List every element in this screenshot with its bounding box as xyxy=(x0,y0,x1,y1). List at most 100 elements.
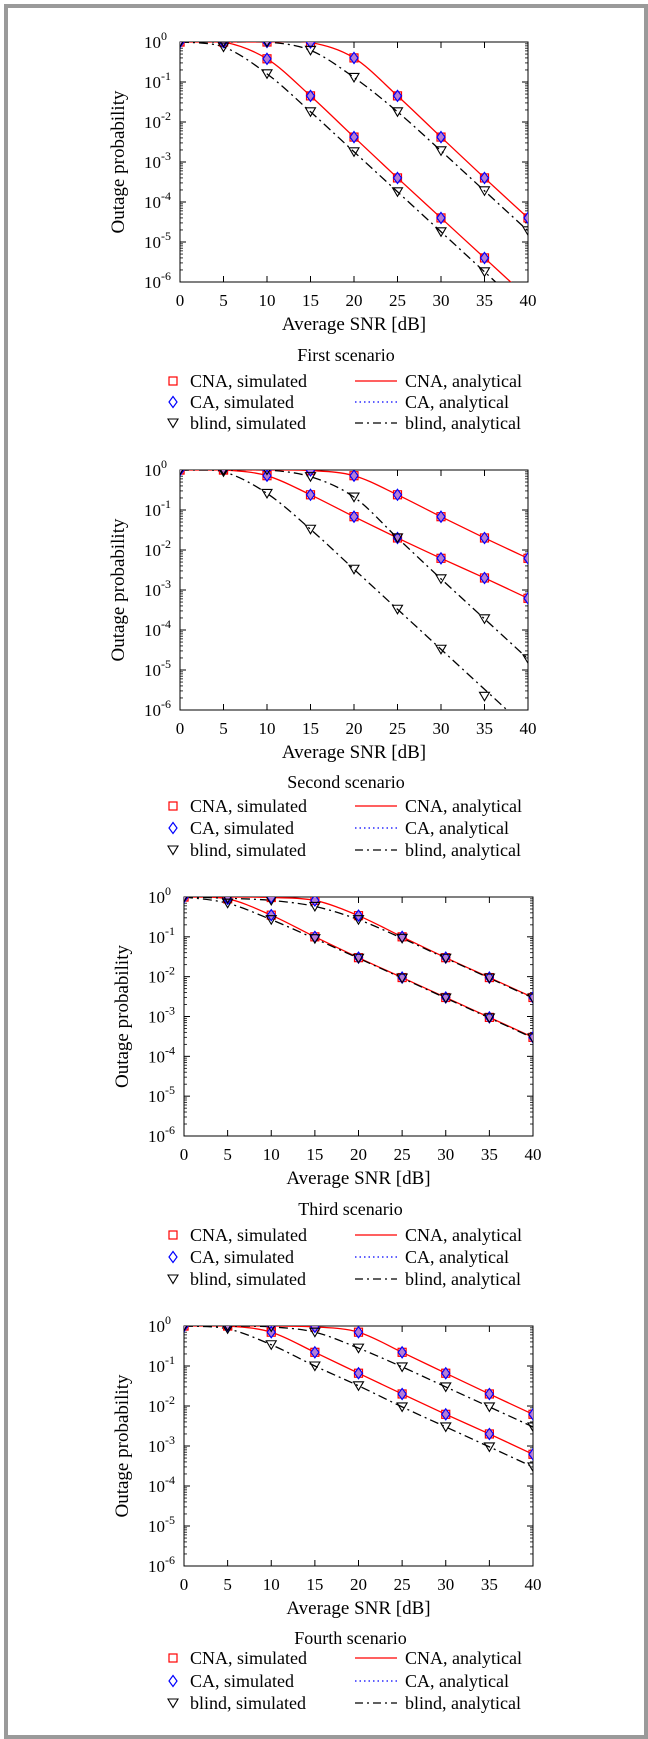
x-tick-label: 40 xyxy=(520,291,537,310)
data-point-ca-simulated xyxy=(349,51,359,65)
x-tick-label: 35 xyxy=(481,1145,498,1164)
legend-marker-blind xyxy=(167,418,179,429)
series-line-blind-upper xyxy=(184,1326,533,1428)
data-point-ca-simulated xyxy=(397,1345,407,1359)
y-tick-label: 10-2 xyxy=(144,109,171,132)
data-layer xyxy=(180,470,528,710)
data-point-ca-simulated xyxy=(184,897,189,904)
data-point-blind-simulated xyxy=(304,524,317,535)
data-point-ca-simulated xyxy=(436,510,446,524)
x-tick-label: 15 xyxy=(302,719,319,738)
legend-label: blind, simulated xyxy=(190,1269,306,1289)
legend-marker-ca xyxy=(168,395,178,409)
data-point-blind-simulated xyxy=(217,42,230,53)
legend-marker-ca xyxy=(168,1674,178,1688)
data-point-blind-simulated xyxy=(527,1033,533,1044)
data-point-blind-simulated xyxy=(522,654,528,665)
data-point-blind-simulated xyxy=(352,1381,365,1392)
legend-label: CA, analytical xyxy=(405,392,509,412)
data-point-blind-simulated xyxy=(308,901,321,913)
series-line-blind-lower xyxy=(180,470,509,710)
legend-label: blind, analytical xyxy=(405,840,521,860)
data-point-blind-simulated xyxy=(439,1422,452,1433)
y-tick-label: 10-3 xyxy=(148,1004,175,1027)
legend-marker-blind xyxy=(167,1698,179,1709)
data-layer xyxy=(184,1326,533,1473)
x-tick-label: 35 xyxy=(476,719,493,738)
data-point-blind-simulated xyxy=(265,897,277,907)
legend-label: CA, simulated xyxy=(190,818,294,838)
x-tick-label: 20 xyxy=(350,1575,367,1594)
x-tick-label: 25 xyxy=(394,1575,411,1594)
data-point-blind-simulated xyxy=(180,470,184,476)
y-tick-label: 10-6 xyxy=(144,697,171,720)
x-tick-label: 15 xyxy=(302,291,319,310)
data-point-ca-simulated xyxy=(523,211,528,225)
y-tick-label: 10-2 xyxy=(148,1393,175,1416)
data-point-blind-simulated xyxy=(352,915,365,926)
y-axis-label: Outage probability xyxy=(112,1374,133,1517)
data-point-ca-simulated xyxy=(353,1366,364,1380)
x-tick-label: 0 xyxy=(180,1575,189,1594)
y-axis-label: Outage probability xyxy=(112,945,133,1088)
data-point-blind-simulated xyxy=(220,42,227,48)
x-tick-label: 5 xyxy=(219,719,228,738)
data-point-ca-simulated xyxy=(441,1407,451,1421)
data-layer xyxy=(180,42,528,282)
data-point-blind-simulated xyxy=(221,898,234,909)
legend-marker-ca xyxy=(168,821,178,835)
data-point-ca-simulated xyxy=(184,1326,189,1333)
data-point-blind-simulated xyxy=(261,488,273,499)
data-point-ca-simulated xyxy=(392,89,403,103)
x-axis-label: Average SNR [dB] xyxy=(282,314,426,335)
y-axis-label: Outage probability xyxy=(108,518,129,661)
plot-area xyxy=(183,896,534,1137)
data-point-blind-simulated xyxy=(223,897,232,904)
y-tick-label: 10-5 xyxy=(148,1083,175,1106)
data-point-blind-simulated xyxy=(304,107,317,118)
data-point-ca-simulated xyxy=(523,591,528,605)
data-point-blind-simulated xyxy=(308,1327,321,1338)
x-tick-label: 0 xyxy=(180,1145,189,1164)
data-point-blind-simulated xyxy=(267,1326,276,1333)
x-tick-label: 10 xyxy=(263,1145,280,1164)
data-point-blind-simulated xyxy=(348,147,360,158)
legend: CNA, simulated CNA, analytical CA, simulat… xyxy=(167,1225,522,1289)
data-point-ca-simulated xyxy=(528,1407,533,1421)
x-tick-label: 40 xyxy=(520,719,537,738)
legend-marker-blind xyxy=(167,845,179,856)
data-point-blind-simulated xyxy=(265,1340,278,1351)
legend-label: CNA, analytical xyxy=(405,1648,522,1668)
data-point-blind-simulated xyxy=(435,146,447,157)
x-axis-label: Average SNR [dB] xyxy=(286,1168,430,1189)
chart-panel-4: 10-6 10-5 10-4 10-3 10-2 10-1 100 0 5 10 15 20 25 30 3… xyxy=(112,1313,542,1713)
data-point-ca-simulated xyxy=(310,1326,320,1334)
data-point-blind-simulated xyxy=(522,226,528,237)
legend-label: blind, simulated xyxy=(190,1693,306,1713)
y-tick-label: 100 xyxy=(148,1313,171,1336)
data-point-blind-simulated xyxy=(439,1382,452,1393)
data-point-ca-simulated xyxy=(310,897,320,907)
data-point-blind-simulated xyxy=(391,107,404,118)
legend-label: CNA, simulated xyxy=(190,796,307,816)
data-point-blind-simulated xyxy=(308,1361,321,1372)
data-point-blind-simulated xyxy=(396,1402,409,1413)
chart-panel-1: 10-6 10-5 10-4 10-3 10-2 10-1 100 0 5 10 15 20 25 30 3… xyxy=(108,29,537,433)
legend-label: CA, analytical xyxy=(405,818,509,838)
y-tick-label: 10-1 xyxy=(144,497,171,520)
data-point-blind-simulated xyxy=(304,472,317,483)
x-tick-label: 30 xyxy=(437,1575,454,1594)
data-point-ca-simulated xyxy=(262,470,272,483)
legend-label: blind, simulated xyxy=(190,840,306,860)
legend-marker-blind xyxy=(167,1274,179,1285)
y-tick-label: 10-5 xyxy=(144,229,171,252)
data-point-ca-simulated xyxy=(180,470,185,477)
data-point-blind-simulated xyxy=(391,533,404,544)
x-tick-label: 0 xyxy=(176,719,185,738)
data-point-ca-simulated xyxy=(436,211,446,225)
chart-caption: Third scenario xyxy=(298,1199,402,1219)
x-tick-label: 35 xyxy=(481,1575,498,1594)
legend-label: blind, analytical xyxy=(405,413,521,433)
x-tick-label: 30 xyxy=(437,1145,454,1164)
data-point-blind-simulated xyxy=(308,934,321,945)
